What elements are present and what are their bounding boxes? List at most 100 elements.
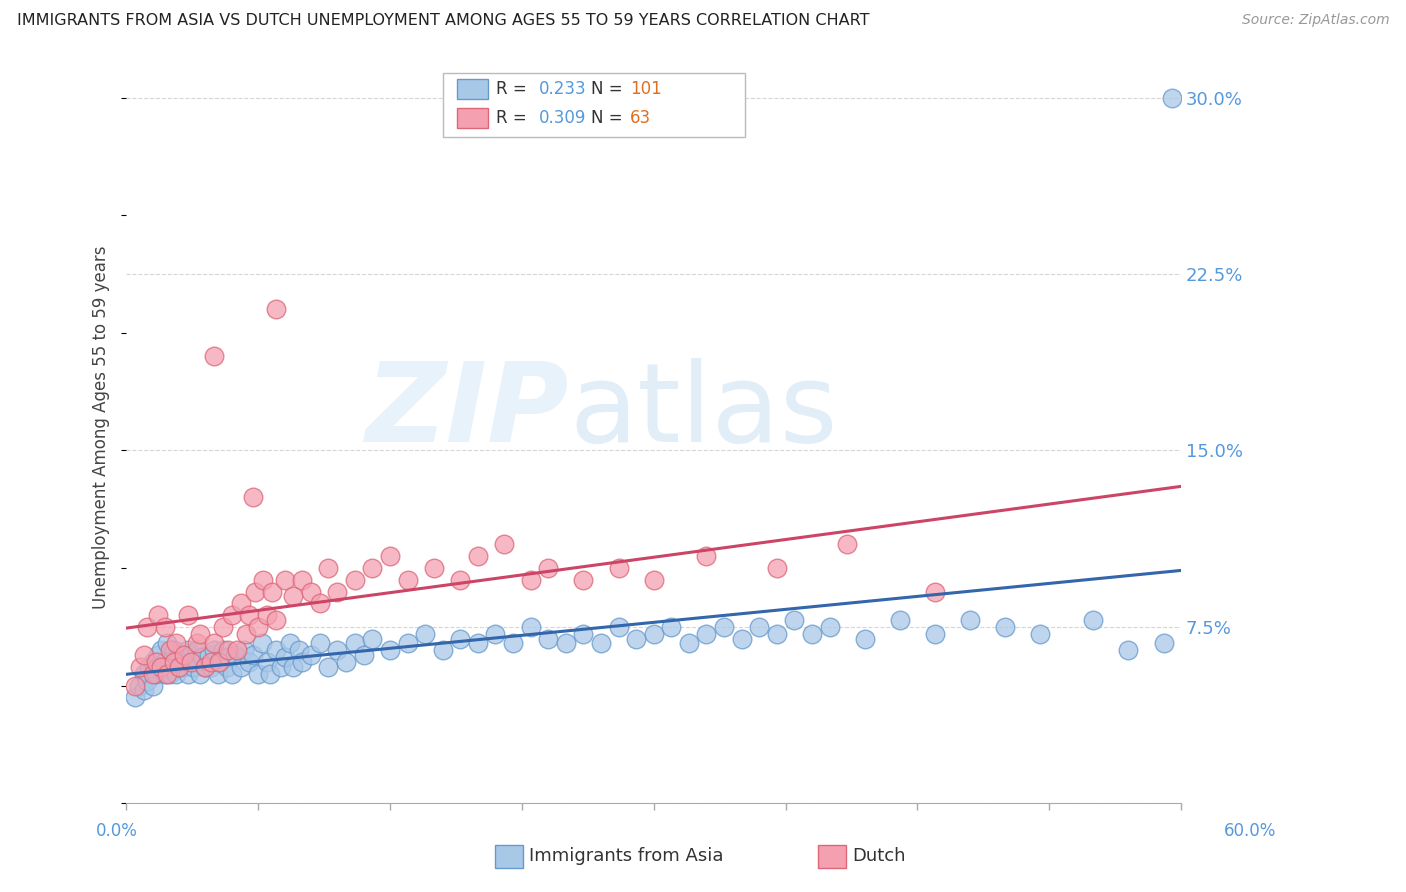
Point — [643, 627, 665, 641]
Point — [186, 655, 208, 669]
Point — [308, 636, 330, 650]
Point — [432, 643, 454, 657]
Point — [318, 659, 340, 673]
Point — [159, 666, 181, 681]
Point — [299, 584, 322, 599]
Text: 0.309: 0.309 — [538, 109, 586, 127]
Point — [449, 573, 471, 587]
Point — [159, 643, 181, 657]
Point — [181, 659, 204, 673]
Point — [156, 666, 179, 681]
Point — [572, 627, 595, 641]
Point — [396, 636, 419, 650]
Point — [186, 636, 208, 650]
Point — [537, 561, 560, 575]
Point — [765, 561, 787, 575]
Text: 60.0%: 60.0% — [1225, 822, 1277, 840]
Point — [1153, 636, 1175, 650]
Point — [924, 627, 946, 641]
Point — [607, 620, 630, 634]
Point — [270, 659, 292, 673]
Text: IMMIGRANTS FROM ASIA VS DUTCH UNEMPLOYMENT AMONG AGES 55 TO 59 YEARS CORRELATION: IMMIGRANTS FROM ASIA VS DUTCH UNEMPLOYME… — [17, 13, 869, 29]
Point — [215, 659, 238, 673]
Point — [186, 643, 208, 657]
Point — [129, 659, 152, 673]
Point — [343, 636, 366, 650]
Point — [180, 648, 202, 662]
Point — [924, 584, 946, 599]
Point — [238, 655, 260, 669]
Text: Dutch: Dutch — [852, 847, 905, 865]
Y-axis label: Unemployment Among Ages 55 to 59 years: Unemployment Among Ages 55 to 59 years — [93, 245, 110, 608]
Point — [361, 632, 384, 646]
Text: N =: N = — [591, 80, 627, 98]
Point — [335, 655, 357, 669]
Point — [256, 608, 278, 623]
Point — [194, 659, 217, 673]
Point — [889, 613, 911, 627]
Point — [153, 655, 176, 669]
Point — [221, 666, 243, 681]
Point — [177, 666, 200, 681]
Point — [165, 636, 187, 650]
Point — [146, 648, 169, 662]
Point — [283, 659, 305, 673]
Point — [252, 573, 274, 587]
Point — [191, 650, 214, 665]
Point — [247, 620, 270, 634]
Point — [994, 620, 1017, 634]
Text: 101: 101 — [630, 80, 662, 98]
Point — [748, 620, 770, 634]
Text: Source: ZipAtlas.com: Source: ZipAtlas.com — [1241, 13, 1389, 28]
Point — [142, 655, 165, 669]
Point — [1083, 613, 1105, 627]
Point — [713, 620, 735, 634]
Point — [695, 627, 717, 641]
Point — [198, 648, 221, 662]
Point — [554, 636, 576, 650]
Point — [138, 659, 160, 673]
Point — [243, 584, 266, 599]
Point — [163, 655, 186, 669]
Point — [273, 650, 295, 665]
Point — [1118, 643, 1140, 657]
Point — [353, 648, 375, 662]
Point — [146, 608, 169, 623]
Point — [200, 659, 222, 673]
Point — [145, 666, 167, 681]
Point — [783, 613, 806, 627]
Point — [291, 573, 314, 587]
Point — [256, 655, 278, 669]
Point — [467, 549, 489, 564]
Point — [145, 655, 167, 669]
Point — [221, 608, 243, 623]
Point — [208, 655, 231, 669]
Point — [853, 632, 876, 646]
Point — [150, 659, 173, 673]
Point — [247, 666, 270, 681]
Point — [264, 613, 287, 627]
Point — [202, 636, 225, 650]
Point — [212, 620, 235, 634]
Point — [502, 636, 524, 650]
Point — [173, 655, 195, 669]
Point — [217, 650, 239, 665]
Text: Immigrants from Asia: Immigrants from Asia — [529, 847, 723, 865]
Point — [519, 620, 541, 634]
Point — [607, 561, 630, 575]
Point — [396, 573, 419, 587]
Point — [167, 659, 190, 673]
Point — [165, 666, 187, 681]
Point — [142, 666, 165, 681]
Point — [283, 589, 305, 603]
Point — [343, 573, 366, 587]
Point — [259, 666, 281, 681]
Point — [318, 561, 340, 575]
Point — [264, 643, 287, 657]
Point — [449, 632, 471, 646]
Point — [226, 643, 249, 657]
Point — [287, 643, 309, 657]
Point — [494, 537, 516, 551]
Point — [194, 659, 217, 673]
Point — [229, 659, 252, 673]
